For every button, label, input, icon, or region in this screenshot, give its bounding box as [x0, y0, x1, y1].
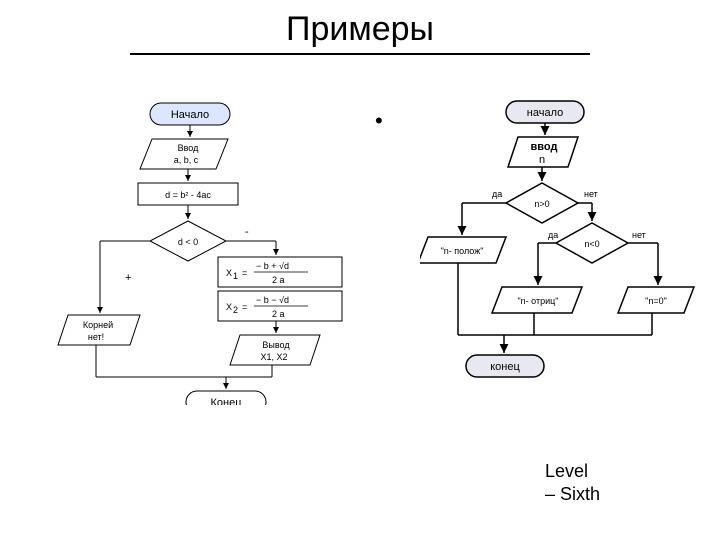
label-dec2: n<0 [584, 239, 599, 249]
svg-text:X: X [226, 302, 232, 312]
label-in-r1: ввод [531, 141, 558, 153]
label-plus: + [125, 272, 131, 284]
label-out1: Вывод [262, 340, 290, 350]
label-input2: a, b, c [174, 155, 199, 165]
label-net1: нет [584, 189, 598, 199]
svg-text:− b − √d: − b − √d [256, 295, 289, 305]
svg-text:X: X [226, 268, 232, 278]
body-level: Level [545, 461, 588, 481]
svg-text:2: 2 [233, 305, 238, 315]
slide-title: Примеры [0, 0, 720, 49]
label-calc: d = b² - 4ac [165, 190, 211, 200]
label-in-r2: n [539, 154, 545, 166]
label-net2: нет [632, 230, 646, 240]
label-noroot2: нет! [88, 332, 104, 342]
slide: Примеры • Начало Ввод a, b, c d = b² - 4… [0, 0, 720, 540]
left-flowchart: Начало Ввод a, b, c d = b² - 4ac d < 0 +… [40, 95, 370, 405]
label-start-r: начало [527, 107, 563, 119]
label-end-r: конец [490, 361, 520, 373]
svg-text:− b + √d: − b + √d [256, 261, 289, 271]
label-dec1: n>0 [534, 199, 549, 209]
label-minus: - [245, 226, 249, 238]
bullet-dot: • [375, 108, 383, 134]
label-zero: "n=0" [645, 296, 667, 306]
label-neg: "n- отриц" [517, 296, 558, 306]
label-da2: да [548, 230, 558, 240]
label-end: Конец [210, 397, 242, 405]
svg-text:1: 1 [233, 271, 238, 281]
right-flowchart: начало ввод n n>0 да нет "n- полож" n<0 … [420, 95, 710, 395]
label-dec: d < 0 [178, 237, 198, 247]
label-start: Начало [171, 109, 209, 121]
body-sixth: – Sixth [545, 484, 600, 504]
label-noroot1: Корней [83, 320, 113, 330]
svg-text:=: = [242, 268, 247, 278]
body-text-fragment: Level – Sixth [545, 460, 600, 507]
title-underline [130, 53, 590, 55]
label-da1: да [492, 189, 502, 199]
svg-text:2 a: 2 a [272, 275, 285, 285]
svg-text:2 a: 2 a [272, 309, 285, 319]
label-out2: X1, X2 [260, 352, 287, 362]
svg-text:=: = [242, 302, 247, 312]
label-pos: "n- полож" [441, 246, 484, 256]
label-input1: Ввод [178, 143, 199, 153]
